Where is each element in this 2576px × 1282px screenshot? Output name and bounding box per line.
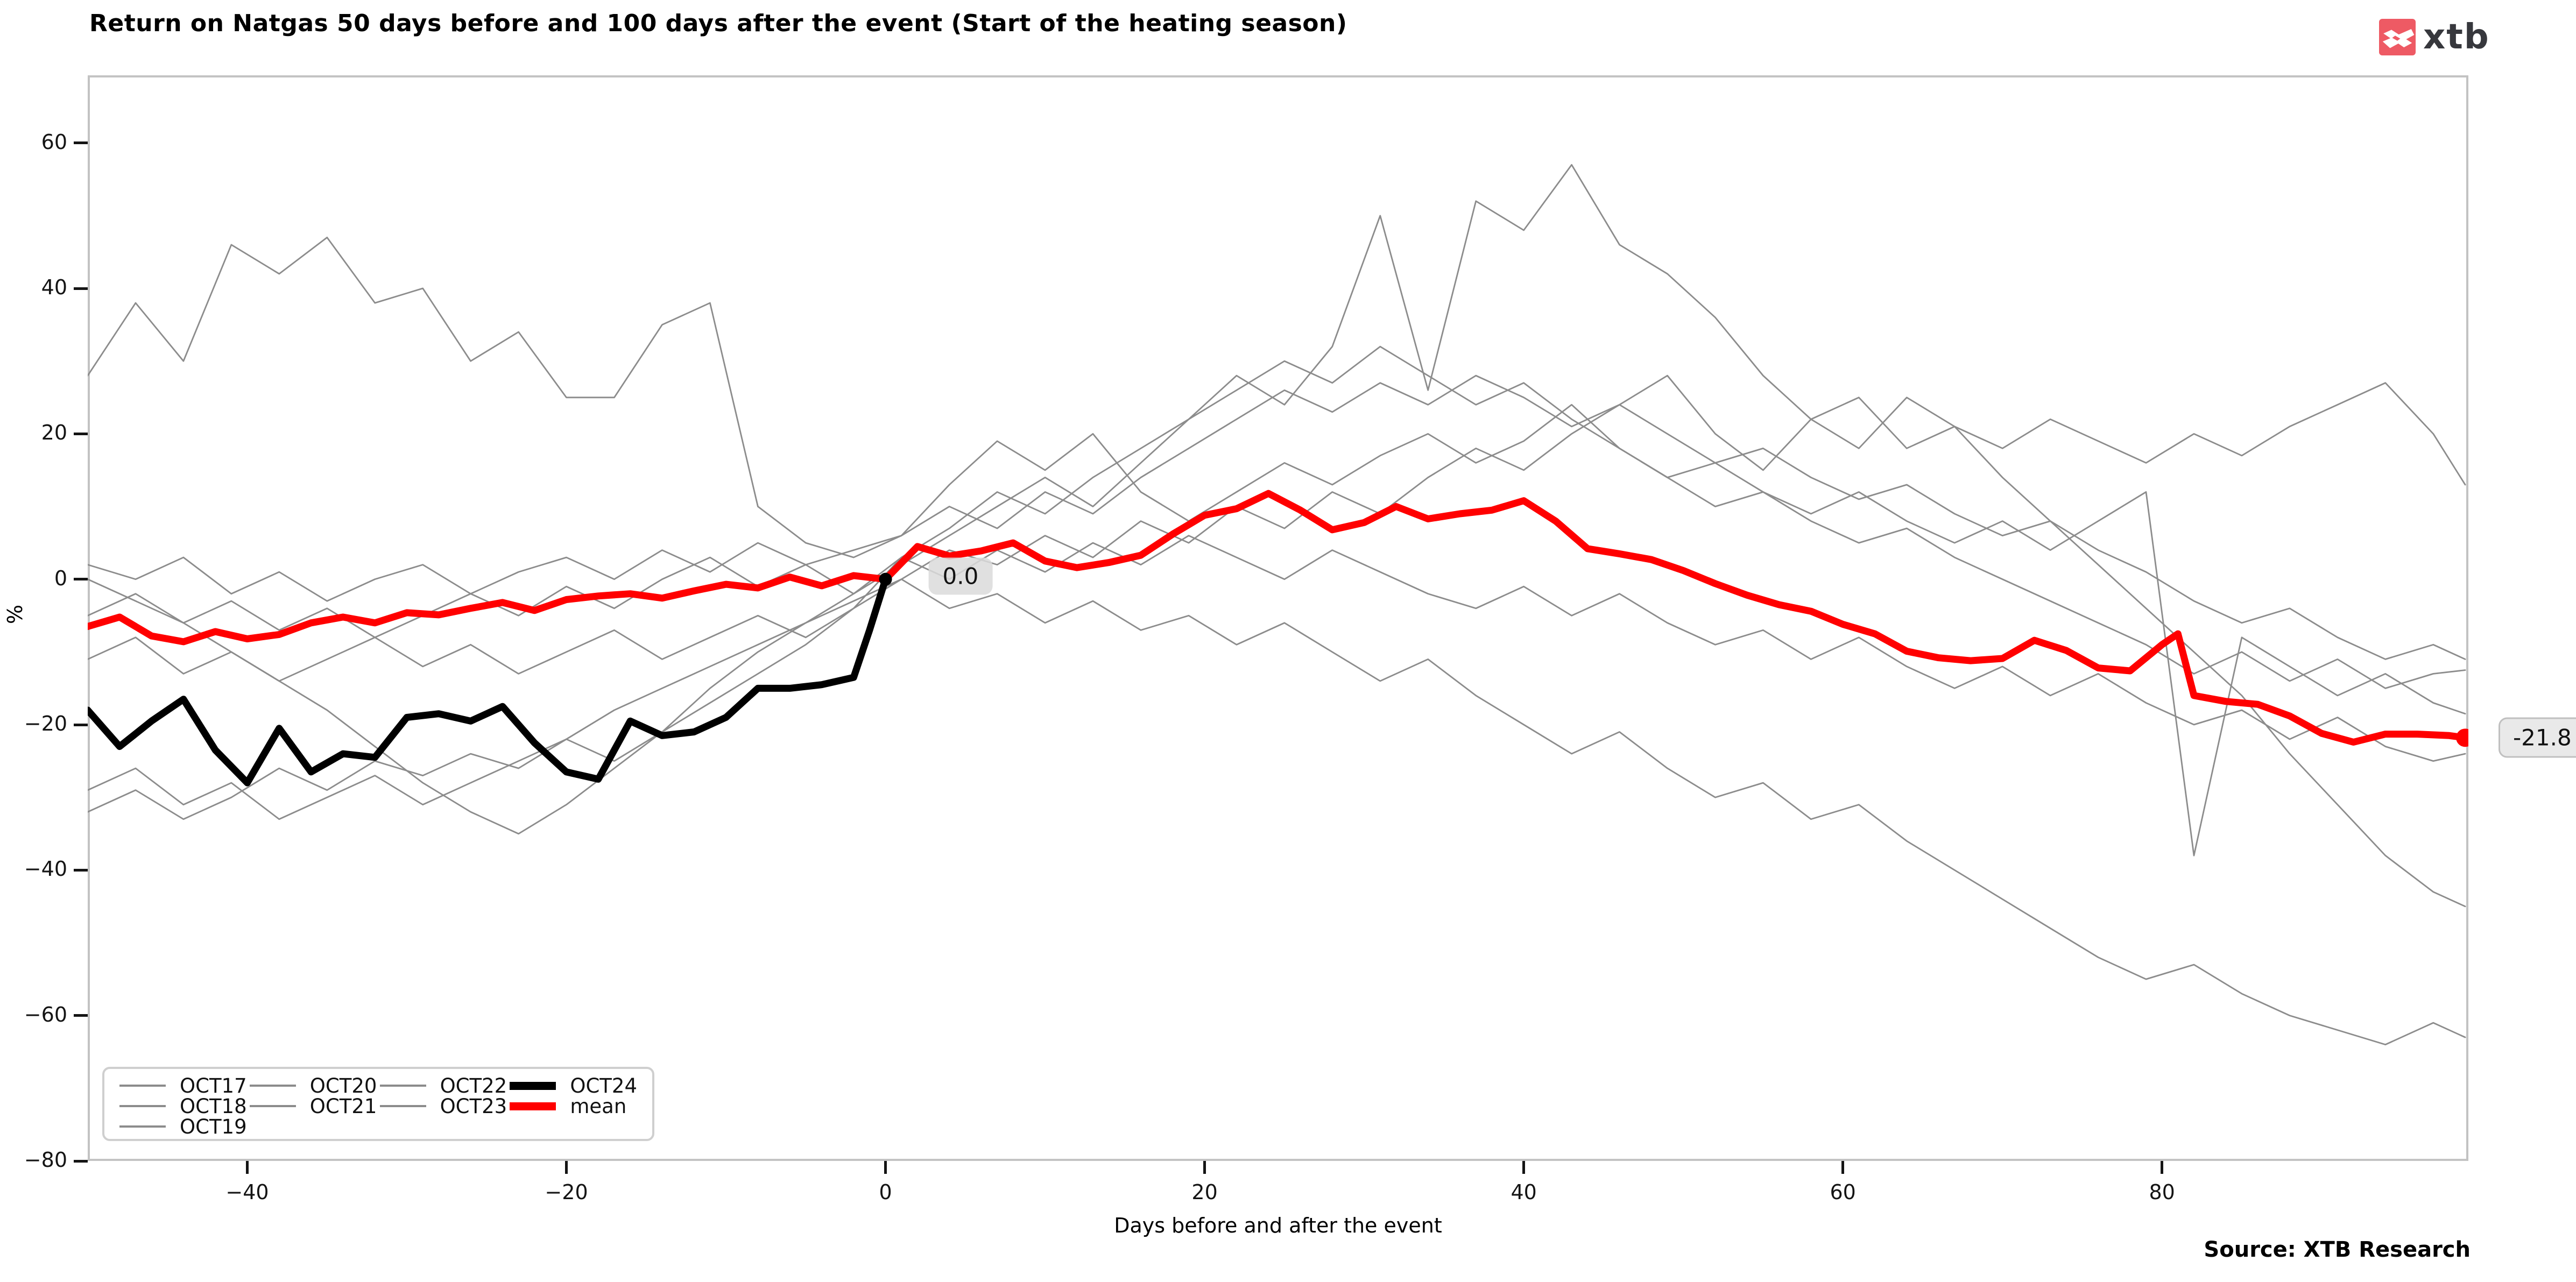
plot-area (88, 75, 2468, 1161)
x-tick-mark (2161, 1161, 2164, 1174)
legend-swatch-thin-gray (119, 1105, 166, 1107)
x-tick-mark (884, 1161, 887, 1174)
legend-label: OCT17 (180, 1074, 247, 1097)
series-mean (88, 490, 2468, 746)
x-tick-label: 80 (2149, 1180, 2175, 1204)
x-tick-mark (246, 1161, 249, 1174)
series-OCT24 (88, 576, 890, 787)
y-axis-label: % (3, 604, 27, 624)
legend-column: OCT24 mean (510, 1074, 637, 1132)
legend-swatch-thin-gray (119, 1085, 166, 1087)
x-tick-mark (1841, 1161, 1845, 1174)
xtb-logo-square (2379, 19, 2416, 55)
legend-label: OCT18 (180, 1094, 247, 1118)
xtb-logo-text: xtb (2423, 17, 2490, 57)
y-tick-mark (74, 141, 88, 145)
legend-label: OCT24 (570, 1074, 637, 1097)
y-tick-label: −80 (24, 1148, 67, 1172)
legend-swatch-thick-black (510, 1081, 556, 1090)
legend-swatch-thick-red (510, 1102, 556, 1110)
y-tick-mark (74, 868, 88, 872)
x-tick-label: 0 (879, 1180, 892, 1204)
x-tick-mark (565, 1161, 568, 1174)
y-tick-mark (74, 723, 88, 726)
x-tick-label: 20 (1191, 1180, 1218, 1204)
x-tick-label: 60 (1830, 1180, 1856, 1204)
annotation-event-day-value: 0.0 (928, 557, 993, 595)
xtb-logo-x-icon (2382, 29, 2415, 48)
x-tick-mark (1522, 1161, 1526, 1174)
series-OCT23 (88, 374, 2466, 682)
legend-swatch-thin-gray (249, 1105, 296, 1107)
legend-swatch-thin-gray (249, 1085, 296, 1087)
x-tick-label: −20 (545, 1180, 588, 1204)
series-OCT22 (88, 164, 2466, 908)
xtb-logo: xtb (2379, 17, 2490, 57)
x-tick-mark (1203, 1161, 1206, 1174)
y-tick-label: 20 (41, 421, 67, 445)
legend-swatch-thin-gray (119, 1125, 166, 1128)
legend-label: OCT23 (440, 1094, 507, 1118)
legend-label: OCT20 (309, 1074, 377, 1097)
series-lines (88, 164, 2468, 1046)
y-tick-mark (74, 432, 88, 435)
y-tick-label: 0 (54, 566, 67, 590)
legend-swatch-thin-gray (379, 1105, 426, 1107)
x-tick-label: −40 (225, 1180, 269, 1204)
y-tick-mark (74, 578, 88, 581)
series-OCT21 (88, 345, 2466, 856)
series-OCT18 (88, 236, 2466, 689)
legend-label: OCT19 (180, 1115, 247, 1138)
legend-item-OCT19: OCT19 (119, 1115, 247, 1138)
end-marker-OCT24 (879, 572, 892, 586)
legend: OCT17 OCT18 OCT19 OCT20 OCT21 OCT22 OCT23 OCT24… (102, 1067, 654, 1141)
legend-column: OCT17 OCT18 OCT19 (119, 1074, 247, 1138)
legend-column: OCT22 OCT23 (379, 1074, 507, 1132)
legend-label: OCT21 (309, 1094, 377, 1118)
y-tick-label: 60 (41, 130, 67, 154)
series-OCT17 (88, 374, 2466, 660)
page-title: Return on Natgas 50 days before and 100 … (89, 10, 1347, 37)
y-tick-label: −60 (24, 1002, 67, 1026)
y-tick-label: −40 (24, 857, 67, 881)
end-marker-mean (2456, 728, 2468, 747)
x-axis-label: Days before and after the event (1114, 1214, 1442, 1237)
legend-item-mean: mean (510, 1094, 637, 1118)
annotation-final-mean-value: -21.8 (2499, 717, 2576, 758)
y-tick-label: −20 (24, 712, 67, 735)
legend-label: mean (570, 1094, 627, 1118)
legend-item-OCT21: OCT21 (249, 1094, 377, 1118)
series-OCT20 (88, 535, 2466, 820)
x-tick-label: 40 (1511, 1180, 1537, 1204)
legend-item-OCT20: OCT20 (249, 1074, 377, 1097)
legend-item-OCT18: OCT18 (119, 1094, 247, 1118)
y-tick-mark (74, 1159, 88, 1163)
source-note: Source: XTB Research (2204, 1237, 2471, 1262)
legend-item-OCT23: OCT23 (379, 1094, 507, 1118)
y-tick-mark (74, 1014, 88, 1017)
legend-column: OCT20 OCT21 (249, 1074, 377, 1132)
y-tick-mark (74, 287, 88, 290)
series-OCT19 (88, 578, 2466, 1046)
legend-item-OCT17: OCT17 (119, 1074, 247, 1097)
legend-item-OCT24: OCT24 (510, 1074, 637, 1097)
legend-swatch-thin-gray (379, 1085, 426, 1087)
legend-item-OCT22: OCT22 (379, 1074, 507, 1097)
y-tick-label: 40 (41, 275, 67, 300)
legend-label: OCT22 (440, 1074, 507, 1097)
